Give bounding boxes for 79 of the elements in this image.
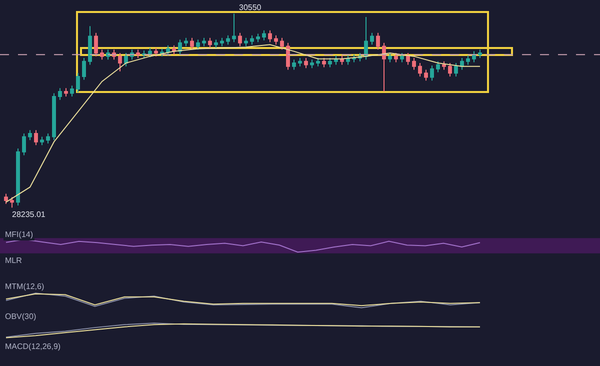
candlestick bbox=[322, 58, 326, 68]
candlestick bbox=[364, 16, 368, 60]
candlestick bbox=[124, 52, 128, 67]
candlestick bbox=[160, 48, 164, 57]
candlestick bbox=[226, 34, 230, 46]
candlestick bbox=[268, 30, 272, 43]
candlestick bbox=[262, 30, 266, 41]
candlestick bbox=[304, 58, 308, 69]
chart-title: MTM(12,6) bbox=[5, 282, 44, 291]
candlestick bbox=[418, 62, 422, 77]
candlestick bbox=[202, 37, 206, 47]
candlestick bbox=[382, 42, 386, 92]
candlestick bbox=[118, 52, 122, 72]
candlestick bbox=[256, 33, 260, 43]
candlestick bbox=[460, 58, 464, 70]
chart-title: MFI(14) bbox=[5, 230, 34, 239]
candlestick bbox=[106, 49, 110, 60]
candlestick bbox=[154, 47, 158, 57]
candlestick bbox=[412, 58, 416, 70]
text: MLR bbox=[5, 256, 22, 265]
candlestick bbox=[346, 54, 350, 66]
candlestick bbox=[190, 37, 194, 50]
candlestick bbox=[148, 47, 152, 58]
candlestick bbox=[436, 60, 440, 73]
candlestick bbox=[100, 49, 104, 60]
candlestick bbox=[352, 54, 356, 63]
candlestick bbox=[478, 49, 482, 59]
candlestick bbox=[46, 132, 50, 144]
candlestick bbox=[208, 37, 212, 48]
candlestick bbox=[58, 88, 62, 100]
candlestick bbox=[250, 34, 254, 46]
candlestick bbox=[274, 34, 278, 46]
candlestick bbox=[328, 58, 332, 68]
candlestick bbox=[286, 42, 290, 70]
candlestick bbox=[310, 59, 314, 69]
candlestick bbox=[298, 58, 302, 67]
candlestick bbox=[376, 32, 380, 50]
candlestick bbox=[244, 37, 248, 47]
candlestick bbox=[232, 13, 236, 43]
candlestick bbox=[388, 52, 392, 63]
candlestick bbox=[76, 72, 80, 93]
candlestick bbox=[280, 37, 284, 50]
candlestick bbox=[178, 39, 182, 56]
candlestick bbox=[4, 193, 8, 204]
candlestick bbox=[88, 26, 92, 66]
candlestick bbox=[442, 60, 446, 70]
candlestick bbox=[34, 130, 38, 146]
candlestick bbox=[430, 65, 434, 82]
text: MACD(12,26,9) bbox=[5, 342, 61, 351]
candlestick bbox=[316, 58, 320, 67]
candlestick bbox=[424, 69, 428, 82]
candlestick bbox=[184, 37, 188, 47]
candlestick bbox=[400, 52, 404, 63]
candlestick bbox=[16, 148, 20, 206]
candlestick bbox=[370, 32, 374, 46]
candlestick bbox=[52, 92, 56, 141]
candlestick bbox=[394, 52, 398, 63]
chart-title: OBV(30) bbox=[5, 312, 36, 321]
candlestick bbox=[196, 39, 200, 50]
candlestick bbox=[28, 130, 32, 141]
candlestick bbox=[472, 50, 476, 63]
candlestick bbox=[82, 58, 86, 80]
candlestick bbox=[10, 196, 14, 208]
candlestick bbox=[64, 88, 68, 98]
candlestick bbox=[70, 85, 74, 98]
text: 28235.01 bbox=[12, 210, 46, 219]
candlestick bbox=[292, 59, 296, 70]
candlestick bbox=[214, 39, 218, 48]
candlestick bbox=[406, 52, 410, 66]
candlestick bbox=[466, 54, 470, 66]
candlestick bbox=[94, 32, 98, 57]
candlestick bbox=[448, 62, 452, 77]
candlestick bbox=[136, 49, 140, 59]
candlestick bbox=[22, 132, 26, 156]
candlestick bbox=[40, 136, 44, 146]
candlestick bbox=[454, 62, 458, 77]
candlestick bbox=[238, 32, 242, 47]
text: 30550 bbox=[239, 3, 262, 12]
candlestick bbox=[220, 37, 224, 47]
